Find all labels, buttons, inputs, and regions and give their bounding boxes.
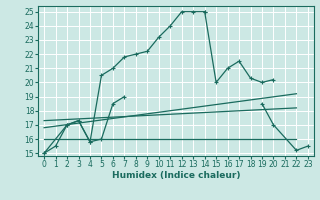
X-axis label: Humidex (Indice chaleur): Humidex (Indice chaleur): [112, 171, 240, 180]
